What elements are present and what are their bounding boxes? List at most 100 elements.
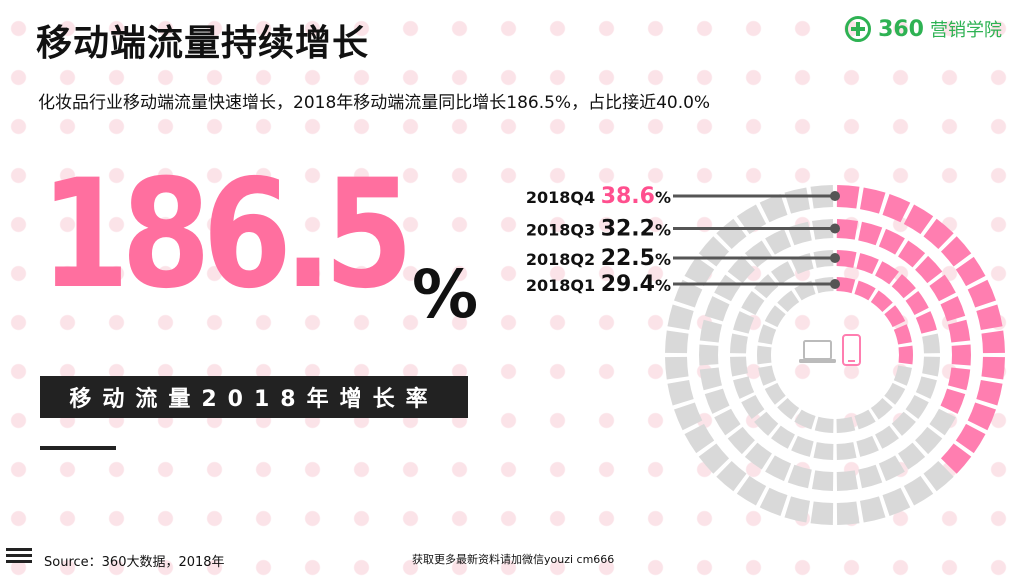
ring-2018Q1 xyxy=(757,277,913,433)
segment-rest xyxy=(730,356,748,377)
segment-highlight xyxy=(976,304,1003,331)
segment-highlight xyxy=(915,255,943,284)
segment-rest xyxy=(733,376,755,399)
segment-rest xyxy=(791,435,814,457)
segment-rest xyxy=(730,333,748,354)
segment-rest xyxy=(758,365,777,386)
segment-rest xyxy=(744,442,772,470)
segment-rest xyxy=(787,221,812,246)
segment-rest xyxy=(813,442,834,460)
segment-rest xyxy=(758,324,777,345)
segment-rest xyxy=(891,411,916,436)
segment-rest xyxy=(759,487,788,517)
segment-rest xyxy=(665,330,689,354)
leader-dot-2018Q3 xyxy=(830,223,840,234)
logo-plus-circle-icon xyxy=(845,16,872,42)
segment-rest xyxy=(922,333,940,354)
quarter-name: 2018Q3 xyxy=(526,221,601,240)
segment-highlight xyxy=(940,388,966,414)
quarter-label-2018Q4: 2018Q4 38.6% xyxy=(526,184,671,209)
segment-rest xyxy=(870,398,893,420)
quarter-unit: % xyxy=(655,221,671,240)
segment-highlight xyxy=(955,256,986,287)
segment-rest xyxy=(884,382,906,405)
segment-highlight xyxy=(875,261,899,285)
headline-value: 186.5 xyxy=(40,148,414,322)
brand-logo: 360 营销学院 xyxy=(844,14,1002,44)
segment-rest xyxy=(741,395,765,419)
segment-highlight xyxy=(891,274,916,299)
segment-rest xyxy=(714,274,741,302)
segment-highlight xyxy=(905,291,929,315)
segment-rest xyxy=(754,411,779,436)
segment-rest xyxy=(836,416,856,433)
segment-rest xyxy=(836,470,859,491)
segment-highlight xyxy=(929,274,956,302)
segment-highlight xyxy=(967,279,997,308)
segment-highlight xyxy=(976,379,1003,406)
segment-rest xyxy=(667,379,694,406)
segment-rest xyxy=(915,376,937,399)
segment-rest xyxy=(764,305,786,328)
quarter-unit: % xyxy=(655,188,671,207)
segment-rest xyxy=(673,402,703,431)
segment-rest xyxy=(733,311,755,334)
segment-rest xyxy=(699,367,723,391)
quarter-label-2018Q1: 2018Q1 29.4% xyxy=(526,272,671,297)
quarter-label-2018Q3: 2018Q3 32.2% xyxy=(526,217,671,242)
segment-rest xyxy=(794,280,816,301)
segment-highlight xyxy=(859,187,886,214)
segment-rest xyxy=(765,228,792,255)
laptop-icon xyxy=(799,340,836,363)
segment-rest xyxy=(684,423,715,454)
segment-rest xyxy=(787,464,812,489)
segment-rest xyxy=(759,193,788,223)
leader-dot-2018Q2 xyxy=(830,253,840,263)
segment-rest xyxy=(915,426,943,455)
menu-lines-icon xyxy=(6,548,32,564)
segment-rest xyxy=(859,496,886,523)
segment-highlight xyxy=(870,290,893,312)
segment-rest xyxy=(875,425,899,449)
segment-rest xyxy=(777,398,800,420)
quarter-label-2018Q2: 2018Q2 22.5% xyxy=(526,246,671,271)
quarter-unit: % xyxy=(655,250,671,269)
segment-rest xyxy=(716,218,747,250)
segment-rest xyxy=(794,409,816,430)
segment-rest xyxy=(665,356,689,380)
segment-rest xyxy=(784,187,811,214)
segment-highlight xyxy=(836,277,856,294)
segment-highlight xyxy=(893,324,912,345)
segment-highlight xyxy=(878,228,905,255)
quarter-name: 2018Q2 xyxy=(526,250,601,269)
segment-highlight xyxy=(854,280,876,301)
segment-highlight xyxy=(951,344,971,366)
logo-name: 营销学院 xyxy=(930,20,1002,41)
segment-highlight xyxy=(915,311,937,334)
headline-unit: % xyxy=(412,256,479,333)
segment-rest xyxy=(704,388,730,414)
segment-rest xyxy=(836,501,860,525)
segment-rest xyxy=(736,475,767,506)
segment-rest xyxy=(704,296,730,322)
quarter-name: 2018Q4 xyxy=(526,188,601,207)
segment-rest xyxy=(744,240,772,268)
logo-number: 360 xyxy=(878,16,924,42)
segment-rest xyxy=(684,256,715,287)
segment-highlight xyxy=(856,253,879,275)
segment-rest xyxy=(741,291,765,315)
segment-rest xyxy=(898,442,926,470)
segment-rest xyxy=(667,304,694,331)
segment-rest xyxy=(858,464,883,489)
segment-highlight xyxy=(940,443,972,474)
segment-rest xyxy=(854,409,876,430)
ring-2018Q3 xyxy=(698,219,971,491)
segment-rest xyxy=(771,425,795,449)
segment-rest xyxy=(878,455,905,482)
leader-dot-2018Q4 xyxy=(830,191,840,201)
segment-highlight xyxy=(882,193,911,223)
segment-rest xyxy=(882,487,911,517)
segment-highlight xyxy=(923,218,954,250)
headline-caption: 移动流量2018年增长率 xyxy=(40,376,468,418)
segment-rest xyxy=(716,460,747,492)
